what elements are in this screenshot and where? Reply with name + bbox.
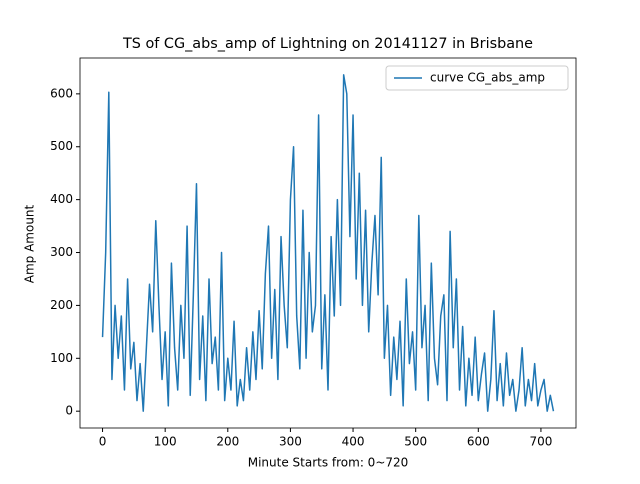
x-tick-label: 700 [529, 435, 552, 449]
x-tick-label: 500 [404, 435, 427, 449]
legend-label: curve CG_abs_amp [430, 71, 545, 85]
y-tick-label: 400 [50, 192, 73, 206]
x-axis-label: Minute Starts from: 0~720 [248, 456, 409, 470]
x-tick-label: 400 [342, 435, 365, 449]
y-tick-label: 500 [50, 139, 73, 153]
x-tick-label: 0 [99, 435, 107, 449]
y-tick-label: 0 [65, 404, 73, 418]
y-tick-label: 200 [50, 298, 73, 312]
x-tick-label: 300 [279, 435, 302, 449]
y-tick-label: 600 [50, 86, 73, 100]
y-axis-label: Amp Amount [23, 204, 37, 283]
legend-box [385, 65, 569, 91]
y-tick-label: 100 [50, 351, 73, 365]
y-tick-label: 300 [50, 245, 73, 259]
x-tick-label: 100 [154, 435, 177, 449]
x-tick-label: 200 [216, 435, 239, 449]
chart-title: TS of CG_abs_amp of Lightning on 2014112… [122, 36, 533, 52]
plot-frame [79, 57, 577, 429]
x-tick-label: 600 [467, 435, 490, 449]
data-line [101, 74, 555, 412]
